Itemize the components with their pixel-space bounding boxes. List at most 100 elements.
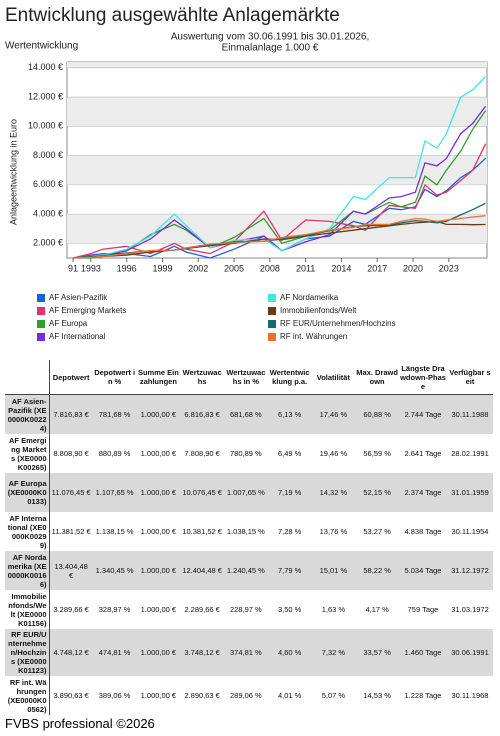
row-label: AF Europa (XE0000K00133) — [5, 473, 50, 512]
y-axis-label: Anlageentwicklung in Euro — [8, 119, 18, 225]
corner-cell — [5, 360, 50, 395]
table-cell: 2.641 Tage — [404, 449, 442, 458]
table-cell: 1.107,65 % — [95, 488, 134, 497]
x-tick-label: 2008 — [260, 263, 280, 273]
table-cell: 7.808,90 € — [184, 449, 220, 458]
legend-swatch — [37, 320, 45, 328]
table-cell: 14,53 % — [363, 691, 391, 700]
table-cell: 780,89 % — [230, 449, 262, 458]
table-cell: 6.816,83 € — [184, 410, 220, 419]
legend-swatch — [37, 294, 45, 302]
table-cell: 228,97 % — [230, 605, 262, 614]
table-row: AF Asien-Pazifik (XE0000K00224) 7.816,83 … — [5, 394, 493, 434]
table-cell: 1.038,15 % — [226, 527, 265, 536]
row-label: Immobilienfonds/Welt (XE0000K01156) — [5, 590, 50, 629]
legend-swatch — [37, 307, 45, 315]
y-tick-label: 10.000 € — [28, 121, 63, 131]
table-cell: 328,97 % — [98, 605, 131, 614]
table-cell: 474,81 % — [98, 648, 131, 657]
table-cell: 19,46 % — [319, 449, 348, 458]
table-cell: 781,68 % — [98, 410, 131, 419]
table-row: RF EUR/Unternehmen/Hochzins (XE0000K0112… — [5, 629, 493, 676]
table-cell: 1.000,00 € — [140, 605, 177, 614]
column-header: Depotwert — [52, 372, 90, 382]
column-header: Volatilität — [316, 372, 350, 382]
column-header: Wertzuwachs — [182, 368, 222, 386]
table-cell: 880,89 % — [98, 449, 131, 458]
y-tick-label: 12.000 € — [28, 91, 63, 101]
table-cell: 2.289,66 € — [184, 605, 220, 614]
legend-swatch — [268, 333, 276, 341]
table-cell: 60,88 % — [363, 410, 391, 419]
table-cell: 3,50 % — [277, 605, 302, 614]
y-tick-label: 6.000 € — [33, 179, 63, 189]
legend-swatch — [268, 307, 276, 315]
row-label: AF Nordamerika (XE0000K00166) — [5, 551, 50, 590]
legend-swatch — [37, 333, 45, 341]
table-cell: 1.240,45 % — [226, 566, 265, 575]
legend-label: AF Europa — [49, 319, 88, 328]
table-cell: 3.890,63 € — [53, 691, 89, 700]
footer: FVBS professional ©2026 — [5, 716, 155, 731]
series-line — [72, 157, 487, 259]
y-tick-label: 8.000 € — [33, 150, 63, 160]
table-cell: 1.000,00 € — [140, 566, 177, 575]
table-cell: 30.11.1954 — [451, 527, 489, 536]
column-header: Verfügbar seit — [449, 368, 491, 386]
table-cell: 17,46 % — [319, 410, 348, 419]
x-tick-label: 2002 — [188, 263, 208, 273]
table-cell: 8.808,90 € — [53, 449, 89, 458]
y-tick-label: 14.000 € — [28, 62, 63, 72]
y-tick-label: 4.000 € — [33, 208, 63, 218]
series-line — [72, 76, 487, 259]
table-row: RF int. Währungen (XE0000K00562) 3.890,63… — [5, 676, 493, 715]
column-header: Wertzuwachs in % — [226, 368, 266, 386]
table-cell: 14,32 % — [319, 488, 348, 497]
table-cell: 11.076,45 € — [51, 488, 91, 497]
x-tick-label: 1993 — [81, 263, 101, 273]
table-cell: 1.000,00 € — [140, 691, 177, 700]
table-cell: 7,79 % — [277, 566, 302, 575]
table-cell: 52,15 % — [363, 488, 391, 497]
x-tick-label: 1999 — [152, 263, 172, 273]
column-header: Summe Einzahlungen — [137, 368, 179, 386]
table-row: AF Emerging Markets (XE0000K00265) 8.808,… — [5, 434, 493, 473]
table-cell: 7.816,83 € — [53, 410, 89, 419]
table-cell: 4.748,12 € — [53, 648, 89, 657]
table-cell: 1.000,00 € — [140, 449, 177, 458]
table-cell: 31.01.1959 — [451, 488, 489, 497]
x-tick-label: 2023 — [439, 263, 459, 273]
table-cell: 53,27 % — [363, 527, 391, 536]
table-cell: 389,06 % — [98, 691, 131, 700]
table-cell: 12.404,48 € — [182, 566, 222, 575]
legend-label: AF Nordamerika — [280, 293, 339, 302]
row-label: AF Asien-Pazifik (XE0000K00224) — [5, 394, 50, 434]
table-cell: 10.381,52 € — [182, 527, 222, 536]
table-cell: 3.289,66 € — [53, 605, 89, 614]
table-cell: 31.03.1972 — [451, 605, 489, 614]
table-cell: 33,57 % — [363, 648, 391, 657]
table-row: Immobilienfonds/Welt (XE0000K01156) 3.289… — [5, 590, 493, 629]
table-cell: 11.381,52 € — [51, 527, 91, 536]
table-cell: 7,28 % — [277, 527, 302, 536]
table-cell: 1,63 % — [321, 605, 346, 614]
table-cell: 6,13 % — [277, 410, 302, 419]
grid-band — [67, 62, 487, 68]
table-cell: 31.12.1972 — [451, 566, 489, 575]
table-cell: 30.06.1991 — [451, 648, 489, 657]
legend-label: RF int. Währungen — [280, 332, 347, 341]
table-header: Depotwert Depotwert in % Summe Einzahlunge… — [5, 360, 493, 395]
table-row: AF International (XE0000K00299) 11.381,52… — [5, 512, 493, 551]
legend-swatch — [268, 320, 276, 328]
table-cell: 58,22 % — [363, 566, 391, 575]
y-tick-label: 2.000 € — [33, 238, 63, 248]
row-label: AF International (XE0000K00299) — [5, 512, 50, 551]
column-header: Längste Drawdown-Phase — [400, 363, 446, 391]
column-header: Depotwert in % — [94, 368, 136, 386]
column-header: Max. Drawdown — [356, 368, 398, 386]
table-cell: 56,59 % — [363, 449, 391, 458]
table-cell: 1.000,00 € — [140, 410, 177, 419]
row-label: RF EUR/Unternehmen/Hochzins (XE0000K0112… — [5, 629, 50, 676]
legend-label: AF Emerging Markets — [49, 306, 126, 315]
table-cell: 4,17 % — [365, 605, 389, 614]
